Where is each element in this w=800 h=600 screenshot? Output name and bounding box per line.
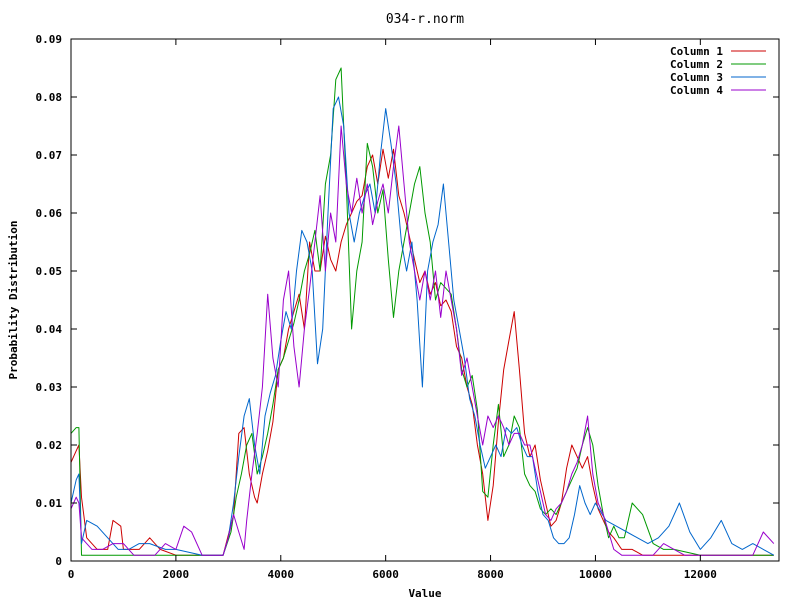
y-tick-label: 0.08 <box>36 91 63 104</box>
x-tick-label: 4000 <box>268 568 295 581</box>
legend-label: Column 3 <box>670 71 723 84</box>
chart-title: 034-r.norm <box>386 12 464 27</box>
y-tick-label: 0.03 <box>36 381 63 394</box>
y-tick-label: 0.04 <box>36 323 63 336</box>
y-axis-ticks: 0 0.01 0.02 0.03 0.04 0.05 0.06 0.07 0.08 0.09 <box>36 33 779 568</box>
y-tick-label: 0.05 <box>36 265 63 278</box>
series-line-column-2 <box>70 67 774 556</box>
x-tick-label: 10000 <box>579 568 612 581</box>
x-tick-label: 12000 <box>684 568 717 581</box>
series-line-column-3 <box>70 96 775 556</box>
x-tick-label: 8000 <box>477 568 504 581</box>
plot-series-group <box>70 67 775 556</box>
y-tick-label: 0.06 <box>36 207 63 220</box>
series-line-column-4 <box>70 125 775 556</box>
y-axis-label: Probability Distribution <box>7 221 20 380</box>
x-axis-label: Value <box>408 587 441 600</box>
y-tick-label: 0.09 <box>36 33 63 46</box>
legend-label: Column 1 <box>670 45 723 58</box>
y-tick-label: 0.07 <box>36 149 63 162</box>
x-tick-label: 0 <box>68 568 75 581</box>
x-tick-label: 2000 <box>163 568 190 581</box>
x-axis-ticks: 0 2000 4000 6000 8000 10000 12000 <box>68 39 717 581</box>
plot-frame <box>70 38 780 562</box>
legend-label: Column 4 <box>670 84 723 97</box>
x-tick-label: 6000 <box>372 568 399 581</box>
y-tick-label: 0 <box>55 555 62 568</box>
series-line-column-1 <box>70 148 774 556</box>
y-tick-label: 0.01 <box>36 497 63 510</box>
y-tick-label: 0.02 <box>36 439 63 452</box>
legend-label: Column 2 <box>670 58 723 71</box>
